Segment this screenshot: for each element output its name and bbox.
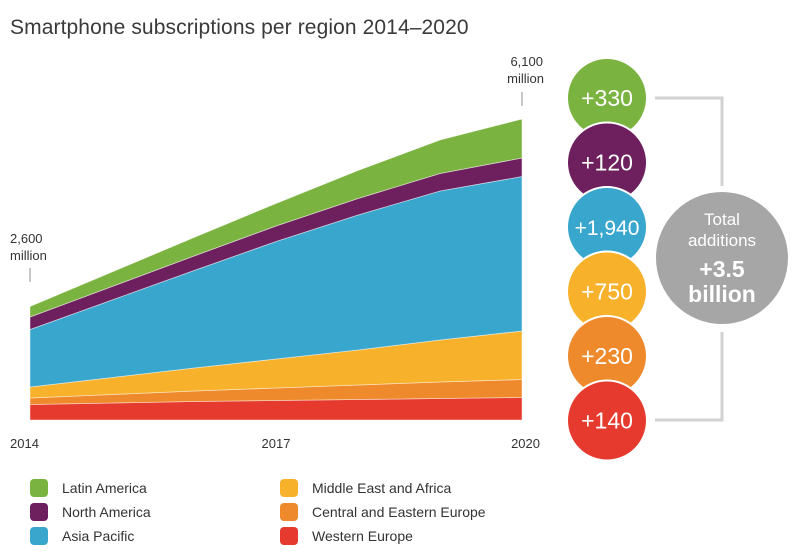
legend-label: North America (62, 504, 151, 520)
addition-bubble-circle (566, 379, 648, 462)
total-bracket (655, 96, 724, 422)
legend-item-middle-east-africa: Middle East and Africa (280, 477, 560, 499)
total-value: +3.5 (699, 256, 745, 282)
chart-title: Smartphone subscriptions per region 2014… (10, 16, 469, 39)
legend-swatch (30, 527, 48, 545)
area-layers (29, 118, 523, 421)
legend-label: Asia Pacific (62, 528, 135, 544)
bracket-line (655, 96, 724, 422)
start-value-label: 2,600 (10, 231, 43, 246)
addition-bubble: +1,940 (566, 186, 648, 268)
start-unit-label: million (10, 248, 47, 263)
total-line2: additions (688, 231, 756, 250)
legend-item-central-eastern-europe: Central and Eastern Europe (280, 501, 560, 523)
addition-bubble: +230 (566, 315, 648, 397)
legend-label: Western Europe (312, 528, 413, 544)
legend-item-western-europe: Western Europe (280, 525, 560, 547)
addition-bubble: +330 (566, 57, 648, 139)
addition-bubble-label: +140 (581, 408, 633, 434)
legend-swatch (30, 503, 48, 521)
legend-swatch (280, 503, 298, 521)
legend-swatch (280, 479, 298, 497)
legend-item-north-america: North America (30, 501, 310, 523)
legend-label: Central and Eastern Europe (312, 504, 486, 520)
total-additions-circle (656, 192, 788, 324)
total-unit: billion (688, 281, 756, 307)
x-tick-2014: 2014 (10, 436, 39, 451)
addition-bubble-label: +330 (581, 85, 633, 111)
addition-bubble-label: +230 (581, 343, 633, 369)
addition-bubble: +750 (566, 250, 648, 333)
addition-bubble: +120 (566, 121, 648, 204)
end-unit-label: million (507, 71, 544, 86)
addition-bubble-label: +120 (581, 150, 633, 176)
area-latin-america (29, 118, 523, 318)
x-tick-2017: 2017 (262, 436, 291, 451)
x-tick-2020: 2020 (511, 436, 540, 451)
legend-swatch (30, 479, 48, 497)
legend-item-latin-america: Latin America (30, 477, 310, 499)
addition-bubbles: +330 +120 +1,940 +750 +230 +140 (566, 57, 648, 462)
addition-bubble-label: +750 (581, 279, 633, 305)
legend-item-asia-pacific: Asia Pacific (30, 525, 310, 547)
legend-swatch (280, 527, 298, 545)
legend-label: Latin America (62, 480, 147, 496)
addition-bubble: +140 (566, 379, 648, 462)
addition-bubble-label: +1,940 (575, 217, 640, 240)
legend-label: Middle East and Africa (312, 480, 452, 496)
end-value-label: 6,100 (510, 54, 543, 69)
total-line1: Total (704, 210, 740, 229)
chart-area: +330 +120 +1,940 +750 +230 +140 2,600 million… (10, 54, 788, 462)
